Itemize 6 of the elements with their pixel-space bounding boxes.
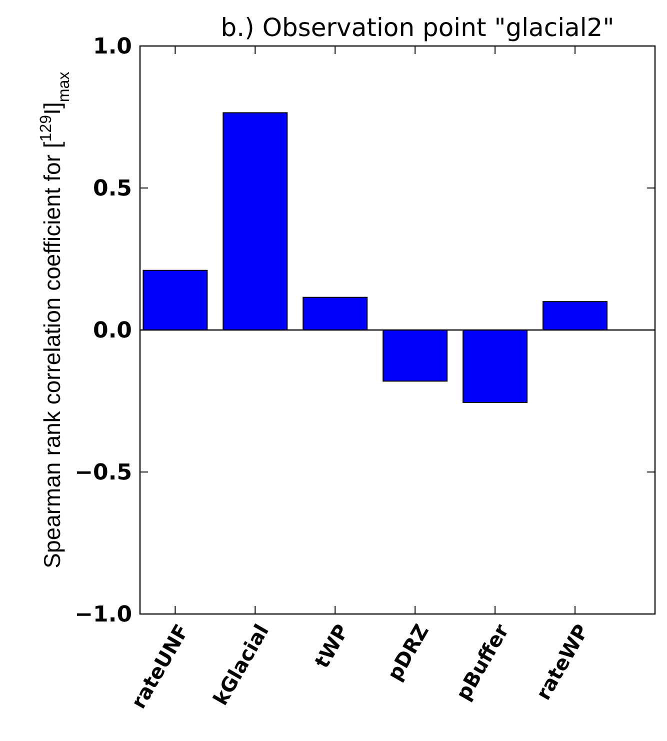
y-tick-label: −0.5 bbox=[74, 460, 132, 486]
chart-title: b.) Observation point "glacial2" bbox=[220, 13, 614, 42]
y-tick-label: −1.0 bbox=[74, 602, 132, 628]
y-tick-label: 1.0 bbox=[93, 34, 132, 60]
y-tick-label: 0.5 bbox=[93, 176, 132, 202]
y-tick-label: 0.0 bbox=[93, 318, 132, 344]
